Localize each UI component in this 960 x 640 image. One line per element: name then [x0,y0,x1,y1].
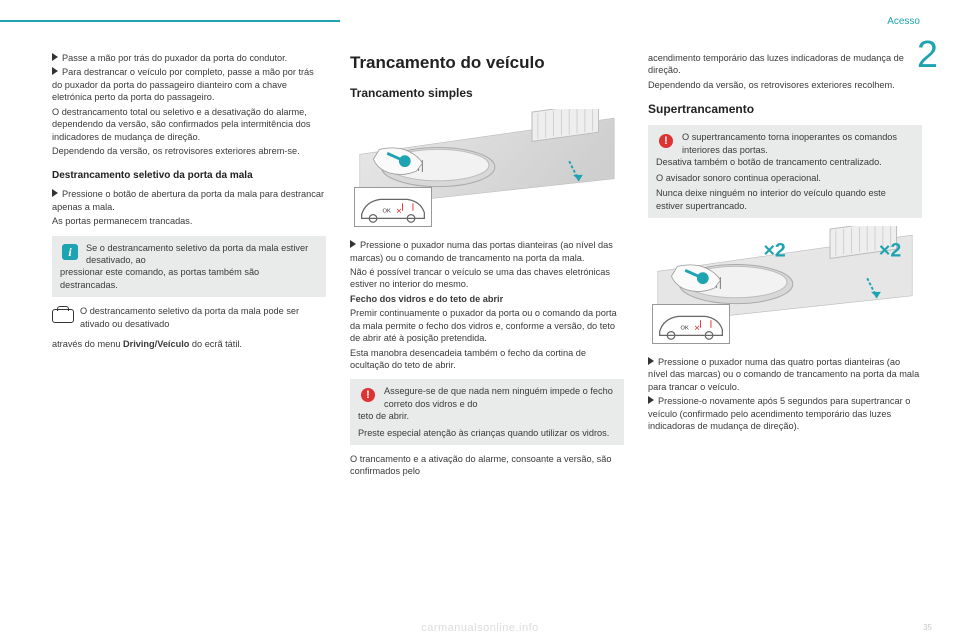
warning-text: teto de abrir. [358,410,616,422]
warning-text: Desativa também o botão de trancamento c… [656,156,914,168]
car-inset-icon: OK ✕ [652,304,730,344]
body-text: As portas permanecem trancadas. [52,215,326,227]
car-inset-icon: OK ✕ [354,187,432,227]
warning-icon: ! [358,385,378,405]
triangle-bullet-icon [52,189,58,197]
body-text: Pressione o puxador numa das quatro port… [648,356,922,393]
svg-text:OK: OK [681,326,689,332]
warning-text: Assegure-se de que nada nem ninguém impe… [384,385,616,410]
triangle-bullet-icon [648,357,654,365]
body-text: O destrancamento seletivo da porta da ma… [80,305,326,330]
manual-page: Acesso 2 Passe a mão por trás do puxador… [0,0,960,640]
svg-text:OK: OK [383,209,391,215]
car-icon [52,306,74,326]
body-text: Não é possível trancar o veículo se uma … [350,266,624,291]
column-3: acendimento temporário das luzes indicad… [648,52,922,480]
header-rule [0,20,340,22]
heading-2: Supertrancamento [648,101,922,117]
heading-1: Trancamento do veículo [350,52,624,75]
vehicle-note: O destrancamento seletivo da porta da ma… [52,305,326,330]
subheading: Destrancamento seletivo da porta da mala [52,169,326,182]
column-container: Passe a mão por trás do puxador da porta… [52,52,922,480]
x2-label: ×2 [879,240,901,262]
header-section: Acesso [887,16,920,27]
warning-icon: ! [656,131,676,151]
body-text: Dependendo da versão, os retrovisores ex… [52,145,326,157]
body-text: Pressione o puxador numa das portas dian… [350,239,624,264]
body-text: O trancamento e a ativação do alarme, co… [350,453,624,478]
info-text: Se o destrancamento seletivo da porta da… [86,242,318,267]
body-text: acendimento temporário das luzes indicad… [648,52,922,77]
warning-text: Nunca deixe ninguém no interior do veícu… [656,187,914,212]
body-text: Pressione-o novamente após 5 segundos pa… [648,395,922,432]
watermark: carmanualsonline.info [0,622,960,634]
body-text: Premir continuamente o puxador da porta … [350,307,624,344]
triangle-bullet-icon [350,240,356,248]
warning-box: ! Assegure-se de que nada nem ninguém im… [350,379,624,445]
bold-text: Fecho dos vidros e do teto de abrir [350,293,624,305]
body-text: O destrancamento total ou seletivo e a d… [52,106,326,143]
svg-text:✕: ✕ [694,324,700,333]
svg-text:✕: ✕ [396,207,402,216]
body-text: Passe a mão por trás do puxador da porta… [52,52,326,64]
body-text: Dependendo da versão, os retrovisores ex… [648,79,922,91]
warning-text: O avisador sonoro continua operacional. [656,172,914,184]
triangle-bullet-icon [648,396,654,404]
body-text: Esta manobra desencadeia também o fecho … [350,347,624,372]
door-handle-illustration: OK ✕ [350,109,624,229]
info-box: i Se o destrancamento seletivo da porta … [52,236,326,298]
warning-text: O supertrancamento torna inoperantes os … [682,131,914,156]
body-text: através do menu Driving/Veículo do ecrã … [52,338,326,350]
column-1: Passe a mão por trás do puxador da porta… [52,52,326,480]
column-2: Trancamento do veículo Trancamento simpl… [350,52,624,480]
body-text: Para destrancar o veículo por completo, … [52,66,326,103]
info-icon: i [60,242,80,262]
heading-2: Trancamento simples [350,85,624,101]
triangle-bullet-icon [52,53,58,61]
warning-text: Preste especial atenção às crianças quan… [358,427,616,439]
door-handle-illustration-x2: ×2 ×2 OK ✕ [648,226,922,346]
info-text: pressionar este comando, as portas també… [60,266,318,291]
warning-box: ! O supertrancamento torna inoperantes o… [648,125,922,218]
x2-label: ×2 [763,240,785,262]
body-text: Pressione o botão de abertura da porta d… [52,188,326,213]
triangle-bullet-icon [52,67,58,75]
